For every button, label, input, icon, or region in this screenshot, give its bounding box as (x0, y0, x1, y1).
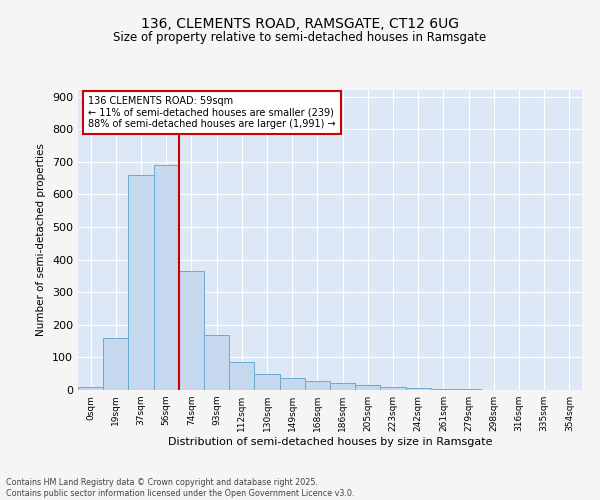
Bar (431, 388, 456, 390)
Bar (355, 386, 380, 390)
Bar (103, 338, 128, 390)
Text: 136, CLEMENTS ROAD, RAMSGATE, CT12 6UG: 136, CLEMENTS ROAD, RAMSGATE, CT12 6UG (141, 18, 459, 32)
X-axis label: Distribution of semi-detached houses by size in Ramsgate: Distribution of semi-detached houses by … (168, 437, 492, 447)
Bar (78, 388, 103, 390)
Bar (204, 334, 229, 390)
Y-axis label: Number of semi-detached properties: Number of semi-detached properties (37, 144, 46, 336)
Text: Size of property relative to semi-detached houses in Ramsgate: Size of property relative to semi-detach… (113, 31, 487, 44)
Bar (280, 378, 305, 390)
Bar (154, 165, 179, 390)
Bar (330, 384, 355, 390)
Bar (380, 386, 406, 390)
Bar (179, 271, 204, 390)
Text: 136 CLEMENTS ROAD: 59sqm
← 11% of semi-detached houses are smaller (239)
88% of : 136 CLEMENTS ROAD: 59sqm ← 11% of semi-d… (88, 96, 336, 129)
Bar (305, 381, 330, 390)
Text: Contains HM Land Registry data © Crown copyright and database right 2025.
Contai: Contains HM Land Registry data © Crown c… (6, 478, 355, 498)
Bar (406, 388, 431, 390)
Bar (254, 374, 280, 390)
Bar (128, 175, 154, 390)
Bar (229, 362, 254, 390)
